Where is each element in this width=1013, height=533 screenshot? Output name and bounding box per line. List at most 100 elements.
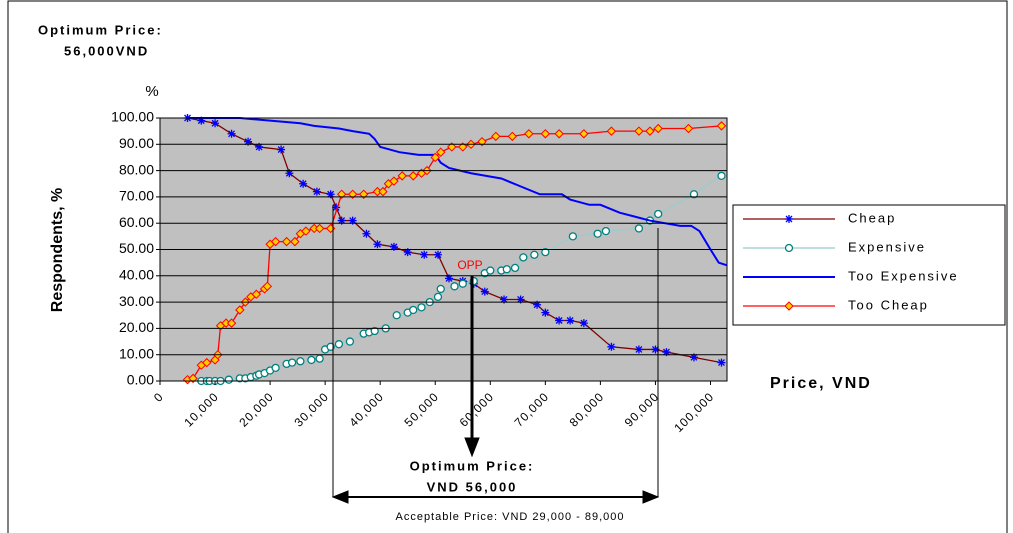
marker (593, 229, 602, 238)
marker (530, 250, 539, 259)
marker (271, 363, 280, 373)
marker (227, 129, 236, 138)
x-tick-label: 30,000 (291, 389, 331, 429)
marker (358, 189, 369, 199)
marker (447, 142, 457, 152)
x-tick-label: 50,000 (402, 389, 442, 429)
arrow-head (464, 437, 480, 458)
marker (458, 279, 467, 288)
marker (251, 289, 262, 299)
x-tick-label: 80,000 (567, 389, 607, 429)
marker (717, 171, 726, 181)
y-tick-label: 80.00 (119, 161, 154, 177)
marker (683, 123, 694, 134)
marker (314, 223, 325, 234)
marker (403, 248, 412, 257)
marker (491, 131, 501, 142)
marker (188, 373, 198, 384)
marker (634, 345, 643, 354)
y-tick-label: 100.00 (111, 109, 154, 125)
marker (417, 303, 426, 312)
arrow-head (642, 490, 660, 504)
y-tick-label: 60.00 (119, 214, 154, 230)
marker (480, 287, 489, 296)
marker (651, 345, 660, 354)
marker (336, 189, 347, 199)
marker (540, 129, 551, 139)
marker (281, 236, 292, 247)
marker (287, 358, 297, 367)
marker (507, 131, 518, 142)
marker (634, 224, 644, 233)
marker (392, 311, 401, 320)
marker (606, 126, 617, 136)
x-tick-label: 10,000 (181, 389, 221, 429)
marker (433, 292, 443, 301)
y-tick-label: 40.00 (119, 267, 154, 283)
marker (277, 145, 286, 154)
marker (348, 216, 357, 225)
marker (307, 355, 316, 365)
marker (555, 316, 564, 325)
marker (326, 190, 335, 199)
marker (516, 295, 525, 304)
marker (654, 209, 663, 219)
marker (197, 116, 206, 125)
marker (235, 305, 245, 315)
y-tick-label: 20.00 (119, 319, 154, 335)
x-tick-label: 40,000 (346, 389, 386, 429)
marker (301, 226, 311, 236)
marker (500, 295, 509, 304)
marker (408, 171, 418, 181)
marker (689, 190, 699, 199)
marker (312, 187, 321, 196)
marker (345, 337, 355, 346)
marker (450, 282, 459, 291)
marker (296, 357, 305, 366)
x-tick-label: 90,000 (622, 389, 662, 429)
marker (420, 250, 429, 259)
marker (601, 226, 611, 236)
legend-label: Too Cheap (848, 297, 929, 312)
marker (524, 129, 534, 139)
marker (662, 348, 671, 357)
legend-marker (785, 215, 793, 223)
marker (445, 274, 454, 283)
x-tick-label: 60,000 (457, 389, 497, 429)
y-tick-label: 0.00 (127, 372, 154, 388)
y-unit: % (145, 83, 158, 100)
marker (337, 216, 346, 225)
marker (334, 340, 344, 349)
marker (568, 232, 578, 241)
y-tick-label: 90.00 (119, 135, 154, 151)
marker (433, 250, 442, 259)
marker (224, 375, 233, 384)
marker (290, 236, 300, 247)
marker (244, 137, 253, 146)
y-tick-label: 10.00 (119, 345, 154, 361)
marker (653, 123, 663, 134)
marker (378, 186, 388, 197)
marker (579, 129, 589, 139)
marker (262, 281, 273, 292)
frame (7, 0, 1008, 533)
y-tick-label: 50.00 (119, 240, 154, 256)
annotation: Optimum Price: (410, 458, 535, 473)
marker (389, 242, 398, 251)
series-line (187, 117, 728, 267)
marker (436, 284, 445, 294)
series (182, 121, 727, 385)
annotation: Acceptable Price: VND 29,000 - 89,000 (395, 511, 624, 523)
marker (370, 326, 379, 336)
marker (541, 308, 550, 317)
marker (362, 229, 371, 238)
marker (389, 176, 399, 186)
legend-label: Cheap (848, 210, 896, 225)
marker (566, 316, 575, 325)
x-tick-label: 0 (151, 389, 166, 404)
marker (397, 171, 407, 181)
marker (645, 126, 655, 136)
marker (458, 142, 468, 152)
marker (541, 247, 550, 257)
y-axis-label: Respondents, % (49, 188, 66, 312)
